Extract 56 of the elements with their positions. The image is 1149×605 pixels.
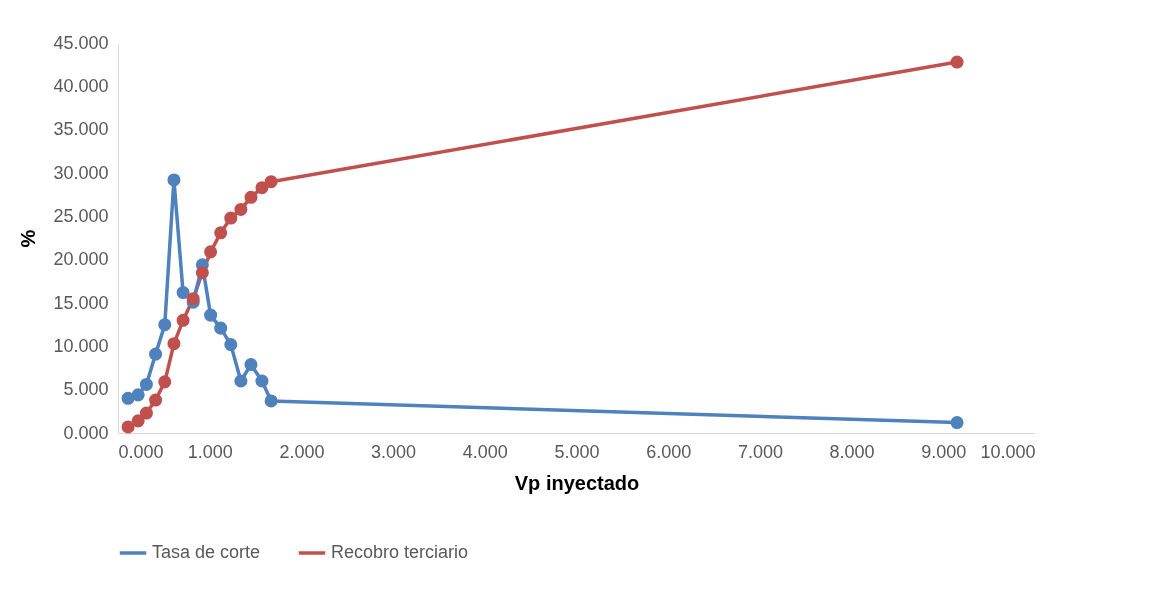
point bbox=[244, 358, 258, 372]
x-axis-title: Vp inyectado bbox=[514, 471, 640, 494]
point bbox=[121, 420, 135, 434]
x-tick-label: 3.000 bbox=[371, 441, 417, 462]
point bbox=[204, 245, 218, 259]
x-tick-label: 7.000 bbox=[737, 441, 783, 462]
x-tick-label: 0.000 bbox=[118, 441, 164, 462]
point bbox=[234, 374, 248, 388]
point bbox=[950, 55, 964, 69]
y-tick-label: 10.000 bbox=[53, 335, 109, 356]
y-tick-label: 20.000 bbox=[53, 249, 109, 270]
y-tick-label: 5.000 bbox=[63, 379, 109, 400]
point bbox=[244, 190, 258, 204]
point bbox=[224, 338, 238, 352]
x-tick-label: 1.000 bbox=[187, 441, 233, 462]
y-tick-label: 35.000 bbox=[53, 119, 109, 140]
point bbox=[149, 347, 163, 361]
y-tick-label: 45.000 bbox=[53, 32, 109, 53]
point bbox=[139, 406, 153, 420]
point bbox=[176, 313, 190, 327]
point bbox=[264, 175, 278, 189]
point bbox=[214, 321, 228, 335]
x-tick-label: 8.000 bbox=[829, 441, 875, 462]
point bbox=[176, 286, 190, 300]
y-axis-title: % bbox=[17, 229, 40, 248]
y-tick-label: 40.000 bbox=[53, 75, 109, 96]
point bbox=[195, 266, 209, 280]
point bbox=[158, 375, 172, 389]
point bbox=[167, 173, 181, 187]
point bbox=[121, 391, 135, 405]
x-tick-label: 6.000 bbox=[646, 441, 692, 462]
x-tick-label: 5.000 bbox=[554, 441, 600, 462]
point bbox=[204, 308, 218, 322]
point bbox=[139, 377, 153, 391]
y-tick-label: 0.000 bbox=[63, 422, 109, 443]
y-tick-label: 30.000 bbox=[53, 162, 109, 183]
point bbox=[224, 211, 238, 225]
point bbox=[149, 393, 163, 407]
legend-label: Tasa de corte bbox=[152, 542, 261, 562]
legend-label: Recobro terciario bbox=[331, 542, 469, 562]
point bbox=[950, 416, 964, 430]
y-tick-label: 25.000 bbox=[53, 205, 109, 226]
point bbox=[255, 181, 269, 195]
x-tick-label: 9.000 bbox=[921, 441, 967, 462]
point bbox=[158, 318, 172, 332]
point bbox=[264, 394, 278, 408]
point bbox=[255, 374, 269, 388]
y-tick-label: 15.000 bbox=[53, 292, 109, 313]
point bbox=[234, 202, 248, 216]
x-tick-label: 2.000 bbox=[279, 441, 325, 462]
point bbox=[167, 337, 181, 351]
point bbox=[131, 388, 145, 402]
x-tick-label: 4.000 bbox=[462, 441, 508, 462]
point bbox=[214, 226, 228, 240]
point bbox=[131, 414, 145, 428]
x-tick-label: 10.000 bbox=[980, 441, 1036, 462]
